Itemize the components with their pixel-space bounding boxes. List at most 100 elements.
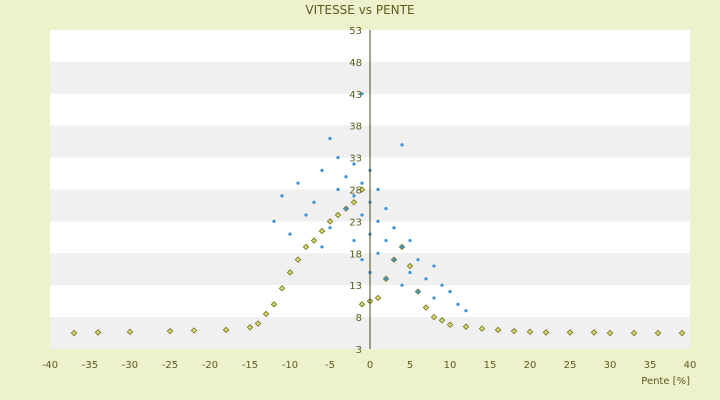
x-tick-label: 5	[407, 360, 413, 371]
y-tick-label: 23	[349, 217, 362, 228]
data-point-blue	[400, 143, 404, 147]
chart-title: VITESSE vs PENTE	[305, 3, 414, 17]
x-tick-label: 40	[684, 360, 697, 371]
y-tick-label: 48	[349, 58, 362, 69]
data-point-blue	[280, 194, 284, 198]
x-tick-label: 20	[524, 360, 537, 371]
data-point-blue	[336, 156, 340, 160]
data-point-olive	[654, 329, 662, 337]
data-point-blue	[304, 213, 308, 217]
data-point-olive	[254, 320, 262, 327]
data-point-blue	[376, 219, 380, 223]
data-point-blue	[440, 283, 444, 287]
data-point-olive	[326, 218, 334, 225]
data-point-blue	[360, 92, 364, 96]
data-point-blue	[320, 168, 324, 172]
data-point-blue	[328, 136, 332, 141]
data-point-blue	[424, 277, 428, 281]
data-point-olive	[318, 227, 326, 235]
data-point-blue	[376, 187, 380, 192]
data-point-blue	[456, 302, 460, 306]
x-tick-label: -35	[82, 360, 98, 371]
data-point-blue	[376, 251, 380, 255]
y-tick-label: 13	[349, 281, 362, 292]
y-tick-label: 3	[356, 345, 362, 356]
data-point-olive	[422, 304, 430, 311]
data-point-olive	[430, 313, 438, 321]
y-tick-label: 8	[356, 313, 362, 324]
data-point-blue	[360, 213, 364, 217]
data-point-olive	[278, 285, 286, 292]
data-point-olive	[478, 325, 486, 332]
data-point-blue	[344, 207, 348, 211]
data-point-olive	[270, 301, 278, 308]
data-point-blue	[352, 194, 356, 198]
data-point-blue	[416, 258, 420, 262]
data-point-olive	[542, 329, 550, 336]
series-blue	[272, 92, 468, 313]
x-tick-label: 0	[367, 360, 373, 371]
x-tick-label: 35	[644, 360, 657, 371]
data-point-olive	[462, 323, 470, 330]
data-point-olive	[334, 211, 342, 219]
data-point-blue	[400, 283, 404, 287]
data-point-blue	[360, 258, 364, 262]
data-point-olive	[630, 329, 638, 337]
data-point-blue	[360, 181, 364, 185]
data-point-blue	[432, 296, 436, 300]
data-point-blue	[296, 181, 300, 185]
data-point-olive	[678, 329, 686, 337]
x-tick-label: -25	[162, 360, 178, 371]
data-point-blue	[384, 238, 388, 243]
y-tick-label: 28	[349, 186, 362, 197]
data-point-blue	[344, 175, 348, 179]
data-point-blue	[416, 289, 420, 294]
data-point-blue	[448, 289, 452, 294]
data-point-olive	[438, 317, 446, 324]
x-tick-label: -10	[282, 360, 298, 371]
y-tick-label: 33	[349, 154, 362, 165]
y-tick-label: 43	[349, 90, 362, 101]
data-point-olive	[310, 237, 318, 244]
data-point-olive	[294, 256, 302, 263]
data-point-blue	[288, 232, 292, 236]
x-tick-label: -20	[202, 360, 218, 371]
data-point-blue	[336, 187, 340, 192]
x-tick-label: -40	[42, 360, 58, 371]
data-point-olive	[358, 301, 366, 308]
data-point-olive	[446, 321, 454, 328]
series-olive	[70, 186, 686, 337]
data-point-blue	[464, 309, 468, 313]
data-point-olive	[246, 324, 254, 331]
data-point-olive	[222, 326, 230, 334]
data-point-olive	[286, 269, 294, 276]
data-point-olive	[94, 329, 102, 336]
x-tick-label: -15	[242, 360, 258, 371]
data-point-blue	[272, 219, 276, 223]
data-point-olive	[494, 326, 502, 334]
x-tick-label: 30	[604, 360, 617, 371]
data-point-olive	[166, 327, 174, 335]
x-axis-label: Pente [%]	[641, 376, 690, 387]
y-tick-label: 18	[349, 249, 362, 260]
data-point-olive	[406, 262, 414, 270]
data-point-blue	[384, 207, 388, 211]
data-point-blue	[320, 245, 324, 249]
data-point-olive	[526, 328, 534, 335]
x-tick-label: -30	[122, 360, 138, 371]
data-point-olive	[350, 199, 358, 206]
data-point-olive	[70, 329, 78, 337]
data-point-olive	[262, 310, 270, 318]
data-point-olive	[566, 329, 574, 336]
data-point-blue	[408, 270, 412, 275]
data-point-blue	[392, 258, 396, 262]
data-point-olive	[302, 243, 310, 251]
x-tick-labels: -40 -35 -30 -25 -20 -15 -10 -5 0 5 10 15 20 25 30 35 40	[42, 360, 697, 371]
y-tick-label: 53	[349, 26, 362, 37]
x-tick-label: 25	[564, 360, 577, 371]
data-point-blue	[352, 238, 356, 243]
data-point-blue	[328, 226, 332, 230]
